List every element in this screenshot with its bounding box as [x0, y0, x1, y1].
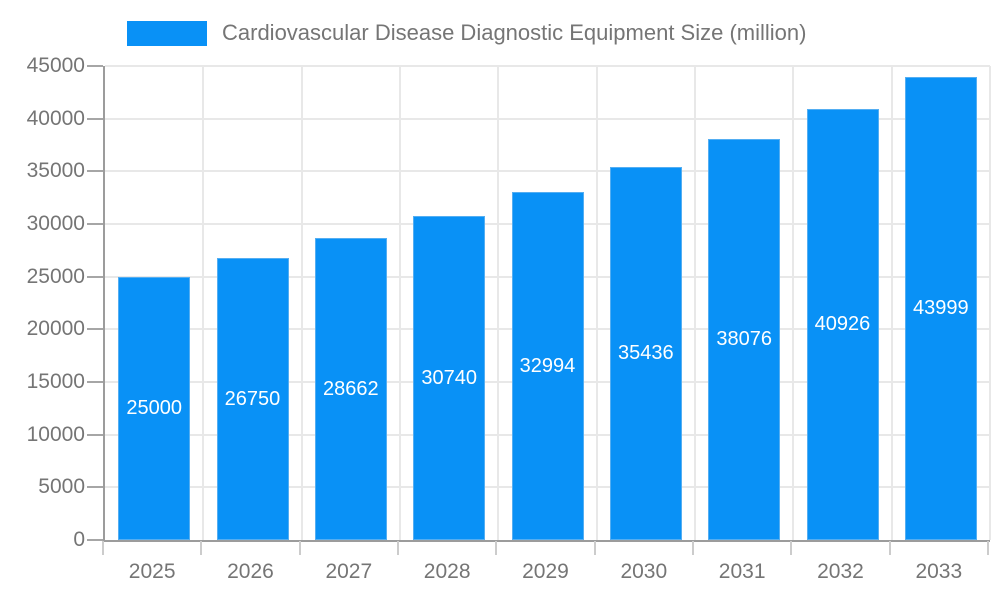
y-axis-tick [87, 433, 103, 436]
x-axis-label: 2030 [620, 560, 668, 583]
legend-label: Cardiovascular Disease Diagnostic Equipm… [222, 20, 807, 45]
y-axis-label: 20000 [26, 317, 85, 341]
y-axis-tick [87, 65, 103, 67]
bar-value-label: 30740 [421, 367, 477, 390]
y-axis-label: 35000 [26, 159, 85, 183]
x-gridline [989, 66, 991, 540]
x-axis-label: 2032 [817, 560, 864, 583]
bar-2029[interactable] [511, 192, 584, 540]
y-axis-tick [87, 328, 103, 331]
bar-2027[interactable] [314, 238, 387, 540]
x-axis-label: 2033 [915, 560, 963, 583]
x-axis-label: 2029 [522, 560, 569, 583]
bar-value-label: 38076 [716, 328, 772, 351]
x-axis-tick [692, 541, 694, 555]
y-axis-label: 5000 [38, 475, 85, 499]
bar-2028[interactable] [413, 216, 486, 540]
bar-2031[interactable] [708, 138, 781, 540]
x-gridline [694, 66, 696, 540]
y-axis-label: 10000 [26, 422, 85, 446]
x-axis-tick [495, 541, 498, 555]
y-axis-label: 30000 [26, 212, 85, 235]
y-gridline [105, 65, 990, 67]
x-gridline [300, 66, 303, 540]
x-gridline [792, 66, 795, 540]
x-axis-tick [102, 541, 104, 555]
y-gridline [105, 117, 990, 120]
y-axis-label: 25000 [26, 264, 85, 288]
x-axis-label: 2028 [423, 560, 471, 583]
y-axis-tick [87, 486, 103, 489]
bar-value-label: 40926 [814, 313, 871, 336]
x-axis-label: 2025 [128, 560, 176, 583]
y-axis-label: 0 [73, 528, 85, 551]
x-axis-tick [397, 541, 399, 555]
y-gridline [105, 170, 990, 173]
bar-2030[interactable] [609, 166, 682, 540]
y-axis-tick [87, 223, 103, 225]
x-axis-tick [888, 541, 891, 555]
x-gridline [497, 66, 500, 540]
x-gridline [595, 66, 598, 540]
bar-value-label: 28662 [323, 378, 379, 401]
x-axis-tick [790, 541, 793, 555]
x-axis-tick [593, 541, 596, 555]
bar-2033[interactable] [904, 76, 977, 540]
x-axis-label: 2031 [718, 560, 766, 583]
x-gridline [202, 66, 205, 540]
bar-value-label: 32994 [519, 355, 576, 378]
bar-value-label: 43999 [913, 297, 969, 320]
x-axis-tick [987, 541, 989, 555]
y-axis-label: 40000 [26, 106, 85, 130]
bar-2032[interactable] [806, 108, 879, 540]
y-axis-tick [87, 381, 103, 383]
y-axis-tick [87, 539, 103, 541]
x-axis-tick [298, 541, 301, 555]
x-axis-label: 2026 [227, 560, 274, 583]
y-axis-tick [87, 117, 103, 120]
y-axis-label: 45000 [26, 54, 85, 77]
bar-value-label: 26750 [224, 388, 281, 411]
bar-2025[interactable] [118, 276, 191, 540]
legend[interactable]: Cardiovascular Disease Diagnostic Equipm… [127, 20, 806, 46]
x-gridline [890, 66, 893, 540]
plot-area: 25000 26750 28662 30740 32994 35436 38076 40926… [103, 65, 991, 542]
bar-2026[interactable] [216, 258, 289, 540]
y-axis-tick [87, 170, 103, 173]
x-axis-tick [200, 541, 203, 555]
x-gridline [399, 66, 401, 540]
bar-value-label: 35436 [618, 342, 674, 365]
legend-color-swatch-icon [127, 20, 207, 46]
y-axis-label: 15000 [26, 370, 85, 393]
x-axis-label: 2027 [325, 560, 373, 583]
bar-value-label: 25000 [126, 397, 182, 420]
y-axis-tick [87, 275, 103, 278]
